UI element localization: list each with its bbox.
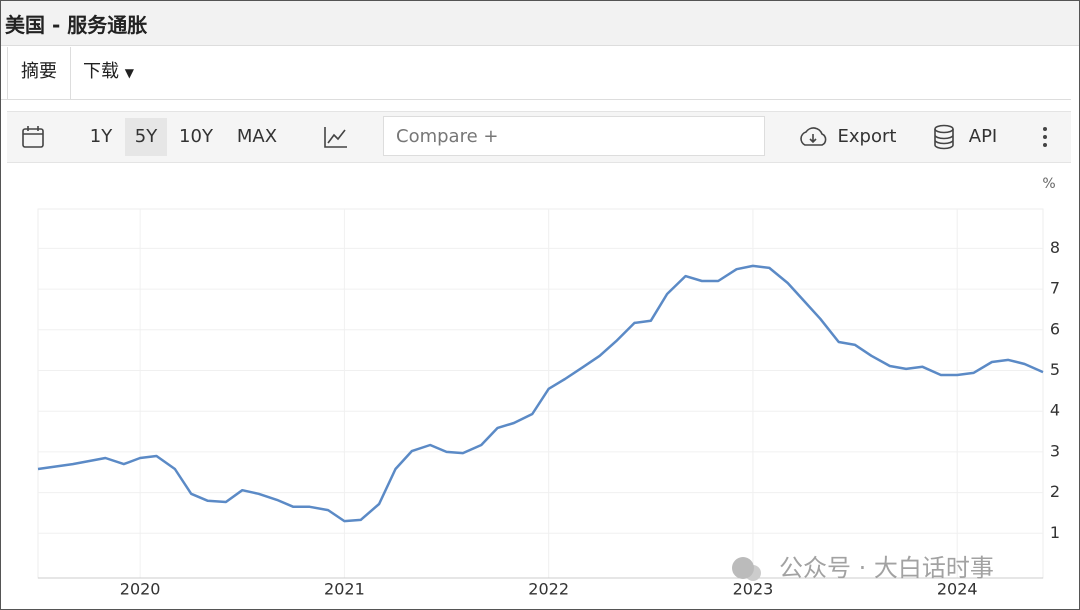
dropdown-caret: ▼ [124, 66, 134, 80]
chart-type-icon[interactable] [323, 125, 349, 149]
x-tick-label: 2021 [324, 580, 365, 599]
y-tick-label: 2 [1050, 482, 1060, 501]
title-bar: 美国 - 服务通胀 [1, 1, 1079, 46]
y-tick-label: 5 [1050, 360, 1060, 379]
y-tick-label: 6 [1050, 319, 1060, 338]
api-icon[interactable] [933, 124, 955, 150]
export-icon[interactable] [797, 126, 829, 148]
unit-label: % [1042, 176, 1055, 192]
page-title: 美国 - 服务通胀 [5, 13, 148, 37]
more-menu[interactable] [1041, 126, 1049, 148]
data-line [37, 264, 1044, 523]
export-button[interactable]: Export [837, 126, 897, 147]
x-tick-label: 2020 [120, 580, 161, 599]
calendar-icon[interactable] [21, 125, 45, 149]
compare-input[interactable]: Compare + [383, 116, 765, 156]
range-button[interactable]: 5Y [125, 118, 167, 156]
range-button[interactable]: 1Y [89, 126, 113, 147]
y-tick-label: 7 [1050, 279, 1060, 298]
y-tick-label: 3 [1050, 441, 1060, 460]
x-tick-label: 2024 [937, 580, 978, 599]
range-button[interactable]: 10Y [179, 126, 213, 147]
y-tick-label: 8 [1050, 238, 1060, 257]
tab[interactable]: 下载 ▼ [83, 47, 134, 99]
x-tick-label: 2022 [528, 580, 569, 599]
api-button[interactable]: API [968, 126, 998, 147]
toolbar: 1Y 5Y 10Y MAX Compare + Export API [7, 111, 1071, 163]
divider [1, 99, 1071, 100]
y-tick-label: 1 [1050, 523, 1060, 542]
tab-label: 下载 [83, 61, 119, 82]
tab[interactable]: 摘要 [7, 47, 71, 99]
watermark: 公众号 · 大白话时事 [779, 554, 994, 582]
plot-frame [37, 208, 1044, 579]
wechat-icon [732, 557, 754, 579]
y-tick-label: 4 [1050, 401, 1060, 420]
x-tick-label: 2023 [733, 580, 774, 599]
range-button[interactable]: MAX [236, 126, 278, 147]
